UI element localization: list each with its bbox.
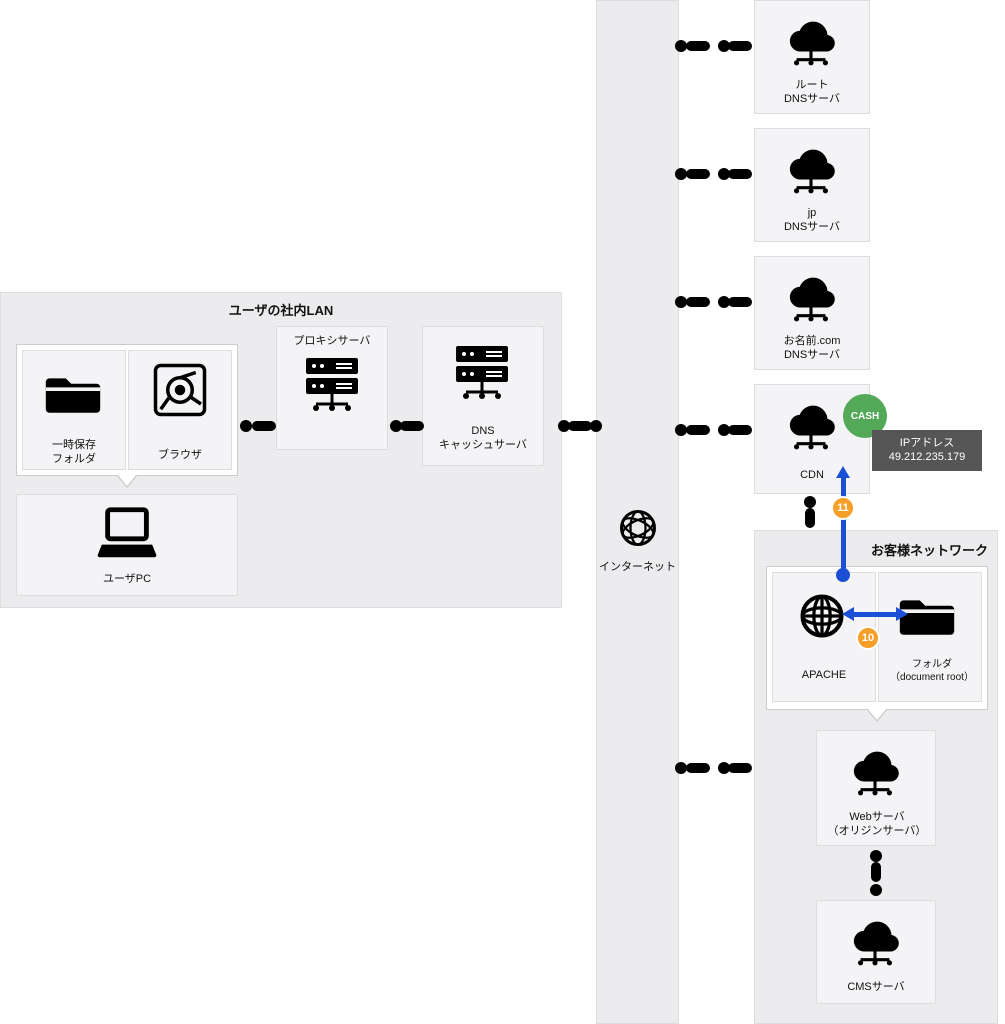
ip-value: 49.212.235.179: [889, 451, 965, 463]
step-10: 10: [856, 626, 880, 650]
apache-label: APACHE: [772, 668, 876, 682]
globe-icon: [614, 504, 662, 552]
laptop-icon: [96, 502, 158, 564]
cloud-server-icon: [778, 136, 844, 194]
docroot-label: フォルダ （document root）: [876, 658, 988, 684]
arrow-up: [836, 466, 850, 478]
connector: [728, 169, 752, 179]
ip-address-box: IPアドレス 49.212.235.179: [872, 430, 982, 471]
arrow-10: [852, 612, 898, 617]
globe-apache-icon: [796, 590, 848, 642]
ip-label: IPアドレス: [900, 437, 954, 449]
browser-label: ブラウザ: [128, 448, 232, 462]
cloud-server-icon: [842, 738, 908, 796]
cms-label: CMSサーバ: [816, 980, 936, 994]
bubble-tail: [117, 474, 137, 486]
server-rack-icon-2: [450, 340, 514, 404]
connector: [240, 420, 252, 432]
cloud-server-icon: [778, 264, 844, 322]
connector: [252, 421, 276, 431]
connector: [400, 421, 424, 431]
user-pc-label: ユーザPC: [16, 572, 238, 586]
customer-title: お客様ネットワーク: [850, 540, 998, 559]
jp-dns-label: jp DNSサーバ: [754, 206, 870, 235]
cloud-server-icon: [778, 8, 844, 66]
connector: [728, 425, 752, 435]
connector: [686, 763, 710, 773]
proxy-label: プロキシサーバ: [276, 334, 388, 348]
folder-icon: [44, 362, 102, 420]
arrow-11: [841, 478, 846, 574]
connector: [871, 862, 881, 882]
root-dns-label: ルート DNSサーバ: [754, 78, 870, 107]
connector: [686, 41, 710, 51]
chrome-icon: [152, 362, 208, 418]
cloud-server-icon: [778, 392, 844, 450]
connector: [568, 421, 592, 431]
connector: [686, 425, 710, 435]
server-rack-icon: [300, 352, 364, 416]
connector: [590, 420, 602, 432]
lan-title: ユーザの社内LAN: [0, 300, 562, 319]
connector: [804, 496, 816, 508]
connector: [686, 297, 710, 307]
connector: [728, 41, 752, 51]
connector: [870, 850, 882, 862]
cdn-label: CDN: [754, 468, 870, 482]
dns-cache-label: DNS キャッシュサーバ: [422, 424, 544, 453]
cloud-server-icon: [842, 908, 908, 966]
connector: [805, 508, 815, 528]
connector: [870, 884, 882, 896]
internet-label: インターネット: [596, 560, 679, 574]
connector: [728, 763, 752, 773]
web-server-label: Webサーバ （オリジンサーバ）: [810, 810, 944, 839]
arrow-left: [842, 607, 854, 621]
temp-folder-label: 一時保存 フォルダ: [22, 438, 126, 467]
step-11: 11: [831, 496, 855, 520]
bubble-tail: [867, 708, 887, 720]
connector: [686, 169, 710, 179]
arrow-right: [896, 607, 908, 621]
onamae-dns-label: お名前.com DNSサーバ: [754, 334, 870, 363]
connector: [728, 297, 752, 307]
